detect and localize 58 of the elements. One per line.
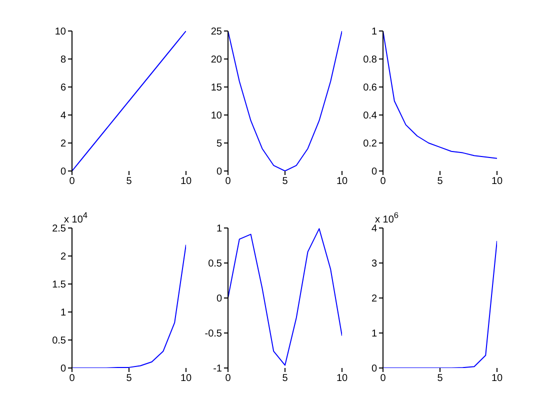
y-tick-label: 2: [60, 138, 66, 150]
y-tick-label: 20: [210, 54, 222, 66]
x-tick-label: 5: [126, 176, 132, 188]
y-tick-label: 0.8: [363, 54, 378, 66]
y-tick-label: 2: [60, 252, 66, 263]
x-tick-label: 0: [225, 373, 232, 384]
y-tick-label: 5: [216, 138, 222, 150]
x-tick-label: 5: [282, 176, 288, 188]
y-tick-label: 0.4: [363, 110, 378, 122]
x-tick-label: 0: [69, 176, 76, 188]
y-tick-label: 2.5: [52, 224, 66, 235]
line-series: [72, 244, 186, 368]
x-tick-label: 0: [69, 373, 76, 384]
y-tick-label: 10: [210, 110, 222, 122]
y-tick-label: -0.5: [204, 328, 222, 340]
y-tick-label: 0.5: [52, 336, 66, 347]
y-tick-label: 0: [371, 364, 378, 375]
x-tick-label: 5: [126, 373, 132, 384]
x-tick-label: 0: [380, 373, 386, 384]
y-tick-label: 4: [60, 110, 66, 122]
y-tick-label: 15: [210, 82, 222, 94]
text: x 10$^{6}$: [375, 210, 399, 226]
x-tick-label: 5: [282, 373, 288, 384]
line-series: [383, 31, 497, 159]
text: x 10$^{4}$: [64, 210, 88, 226]
y-tick-label: 0: [60, 166, 66, 178]
y-tick-label: 0: [216, 166, 222, 178]
x-tick-label: 10: [180, 373, 192, 384]
x-tick-label: 10: [336, 176, 348, 188]
x-tick-label: 10: [491, 373, 503, 384]
y-tick-label: 1: [216, 224, 222, 235]
line-series: [383, 240, 497, 368]
y-tick-label: 3: [371, 258, 378, 270]
y-tick-label: 1: [371, 328, 378, 340]
y-tick-label: 25: [210, 26, 222, 38]
x-tick-label: 0: [225, 176, 232, 188]
y-tick-label: 0: [371, 166, 378, 178]
y-tick-label: 0: [60, 364, 66, 375]
x-tick-label: 5: [437, 176, 444, 188]
y-tick-label: 0: [216, 294, 222, 305]
y-tick-label: 0.5: [208, 258, 222, 270]
x-tick-label: 10: [336, 373, 348, 384]
y-tick-label: 6: [60, 82, 66, 94]
y-tick-label: 1: [60, 308, 66, 319]
y-tick-label: 0.6: [363, 82, 378, 94]
y-tick-label: 1: [371, 26, 378, 38]
y-tick-label: 2: [371, 294, 378, 305]
y-tick-label: 10: [54, 26, 66, 38]
x-tick-label: 10: [180, 176, 192, 188]
y-tick-label: 0.2: [363, 138, 378, 150]
y-tick-label: 8: [60, 54, 66, 66]
x-tick-label: 0: [380, 176, 386, 188]
y-tick-label: 4: [371, 224, 378, 235]
y-tick-label: 1.5: [52, 280, 66, 291]
y-tick-label: -1: [213, 364, 222, 375]
line-series: [228, 228, 342, 366]
x-tick-label: 10: [491, 176, 503, 188]
x-tick-label: 5: [437, 373, 444, 384]
